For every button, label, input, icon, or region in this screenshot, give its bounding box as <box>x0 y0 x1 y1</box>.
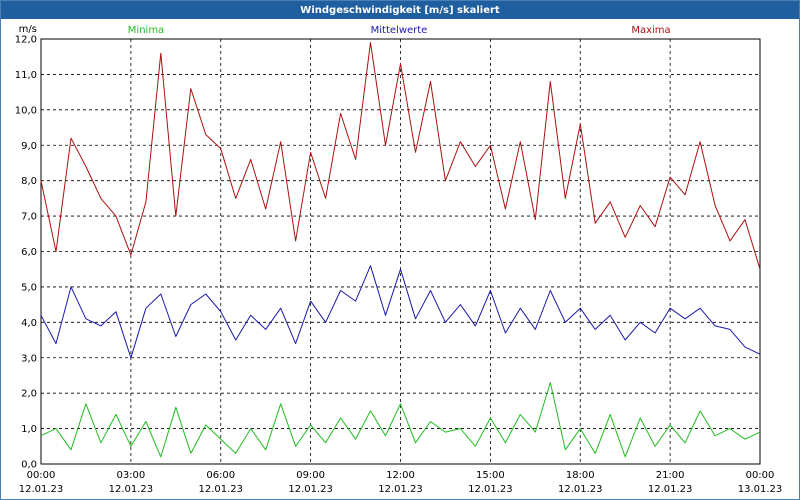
x-tick-time: 09:00 <box>296 470 325 481</box>
x-tick-date: 12.01.23 <box>378 484 423 495</box>
y-tick-label: 10,0 <box>15 105 37 116</box>
chart-title: Windgeschwindigkeit [m/s] skaliert <box>1 1 799 19</box>
x-tick-time: 00:00 <box>746 470 775 481</box>
x-tick-time: 21:00 <box>656 470 685 481</box>
y-tick-label: 0,0 <box>21 460 37 471</box>
x-tick-date: 12.01.23 <box>19 484 64 495</box>
y-axis-label: m/s <box>19 24 37 35</box>
x-tick-date: 12.01.23 <box>288 484 333 495</box>
x-tick-date: 13.01.23 <box>738 484 783 495</box>
x-tick-time: 06:00 <box>206 470 235 481</box>
y-tick-label: 4,0 <box>21 318 37 329</box>
x-tick-time: 18:00 <box>566 470 595 481</box>
y-tick-label: 2,0 <box>21 389 37 400</box>
y-tick-label: 3,0 <box>21 353 37 364</box>
x-tick-time: 12:00 <box>386 470 415 481</box>
series-line-maxima <box>40 42 761 270</box>
series-line-minima <box>40 382 761 458</box>
x-tick-time: 15:00 <box>476 470 505 481</box>
y-tick-label: 8,0 <box>21 176 37 187</box>
series-line-mittelwerte <box>40 265 761 359</box>
y-tick-label: 7,0 <box>21 212 37 223</box>
x-tick-date: 12.01.23 <box>648 484 693 495</box>
x-tick-time: 03:00 <box>116 470 145 481</box>
x-tick-time: 00:00 <box>27 470 56 481</box>
x-tick-date: 12.01.23 <box>558 484 603 495</box>
y-tick-label: 1,0 <box>21 424 37 435</box>
x-tick-date: 12.01.23 <box>468 484 513 495</box>
y-tick-label: 12,0 <box>15 35 37 46</box>
x-tick-date: 12.01.23 <box>109 484 154 495</box>
x-tick-date: 12.01.23 <box>198 484 243 495</box>
legend-mittelwerte: Mittelwerte <box>371 25 428 36</box>
legend-maxima: Maxima <box>631 25 670 36</box>
y-tick-label: 11,0 <box>15 70 37 81</box>
y-tick-label: 6,0 <box>21 247 37 258</box>
y-tick-label: 5,0 <box>21 282 37 293</box>
legend-minima: Minima <box>128 25 164 36</box>
y-tick-label: 9,0 <box>21 141 37 152</box>
